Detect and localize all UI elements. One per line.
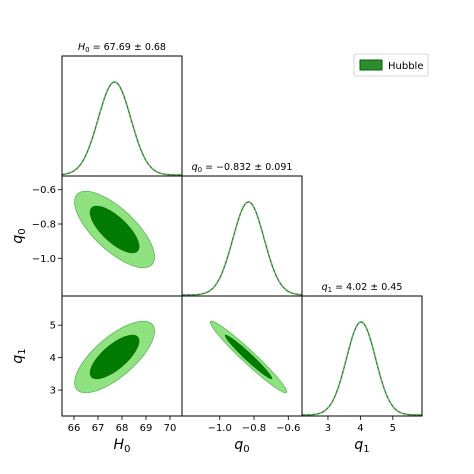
y-tick-label-q0: −1.0	[32, 254, 56, 265]
x-tick-label-q1: 3	[325, 423, 331, 434]
panel-frame	[181, 175, 303, 297]
legend: Hubble	[353, 53, 429, 77]
panel-q0-posterior: q0 = −0.832 ± 0.091	[181, 162, 303, 297]
x-tick-label-h0: 67	[92, 423, 105, 434]
posterior-curve-h0	[61, 81, 182, 176]
x-axis-title-q0: q0	[234, 437, 249, 455]
y-tick-label-q1: 5	[50, 321, 56, 332]
panel-title-q1: q1 = 4.02 ± 0.45	[322, 282, 403, 294]
contour-68-q1-q0	[224, 334, 273, 380]
x-tick-label-h0: 70	[164, 423, 177, 434]
y-tick-label-q0: −0.6	[32, 185, 56, 196]
panel-q1-vs-q0	[181, 295, 303, 417]
posterior-curve-q0	[182, 201, 303, 296]
x-tick-label-q0: −1.0	[208, 423, 232, 434]
x-tick-label-h0: 69	[140, 423, 153, 434]
panel-h0-posterior: H0 = 67.69 ± 0.68	[61, 42, 183, 177]
x-axis-title-q1: q1	[354, 437, 369, 455]
legend-swatch-hubble	[359, 59, 383, 71]
y-axis-title-q0: q0	[10, 228, 28, 243]
y-tick-label-q1: 3	[50, 386, 56, 397]
x-tick-label-h0: 66	[68, 423, 81, 434]
x-tick-label-h0: 68	[116, 423, 129, 434]
posterior-curve-dashed-q1	[302, 321, 422, 416]
contour-68-q1-h0	[89, 334, 140, 380]
panel-q1-vs-h0	[61, 295, 183, 417]
panel-q1-posterior: q1 = 4.02 ± 0.45	[301, 282, 423, 417]
panel-frame	[301, 295, 423, 417]
posterior-curve-dashed-h0	[61, 81, 182, 176]
legend-label-hubble: Hubble	[388, 61, 423, 72]
x-tick-label-q0: −0.8	[242, 423, 266, 434]
y-tick-label-q1: 4	[50, 353, 56, 364]
y-axis-title-q1: q1	[10, 348, 28, 363]
y-tick-label-q0: −0.8	[32, 220, 56, 231]
x-tick-label-q0: −0.6	[276, 423, 300, 434]
posterior-curve-dashed-q0	[182, 201, 303, 296]
panel-title-q0: q0 = −0.832 ± 0.091	[192, 162, 293, 174]
x-axis-title-h0: H0	[114, 437, 131, 455]
x-tick-label-q1: 5	[390, 423, 396, 434]
panel-frame	[61, 55, 183, 177]
posterior-curve-q1	[302, 321, 422, 416]
contour-68-q0-h0	[89, 205, 140, 254]
x-tick-label-q1: 4	[357, 423, 363, 434]
panel-title-h0: H0 = 67.69 ± 0.68	[78, 42, 166, 54]
panel-q0-vs-h0	[61, 175, 183, 297]
